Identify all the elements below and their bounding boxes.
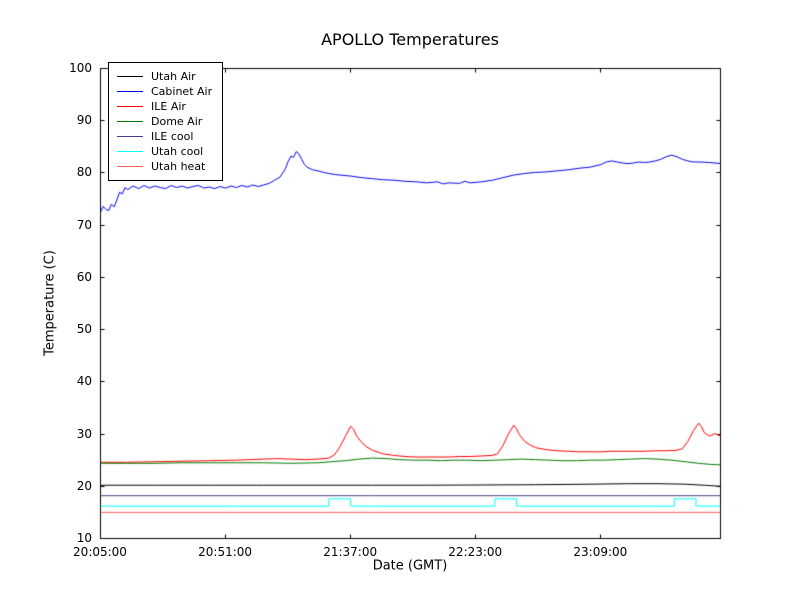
legend-item: Cabinet Air bbox=[117, 84, 212, 99]
legend: Utah Air Cabinet Air ILE Air Dome Air ILE co… bbox=[108, 62, 224, 181]
legend-item: Dome Air bbox=[117, 114, 212, 129]
legend-item: ILE Air bbox=[117, 99, 212, 114]
legend-label: Dome Air bbox=[151, 115, 203, 128]
y-tick-label: 100 bbox=[69, 61, 92, 75]
x-tick-label: 20:51:00 bbox=[198, 545, 253, 559]
legend-line-swatch bbox=[117, 91, 143, 92]
legend-line-swatch bbox=[117, 76, 143, 77]
legend-item: Utah heat bbox=[117, 159, 212, 174]
legend-label: Utah cool bbox=[151, 145, 204, 158]
y-axis-label: Temperature (C) bbox=[42, 250, 58, 356]
legend-item: Utah cool bbox=[117, 144, 212, 159]
y-tick-label: 20 bbox=[76, 478, 92, 493]
chart-title: APOLLO Temperatures bbox=[321, 30, 499, 49]
y-tick-label: 10 bbox=[76, 531, 92, 545]
legend-line-swatch bbox=[117, 166, 143, 167]
y-tick-label: 40 bbox=[76, 374, 92, 389]
y-tick-label: 30 bbox=[76, 426, 92, 441]
legend-line-swatch bbox=[117, 121, 143, 122]
legend-label: Cabinet Air bbox=[151, 85, 213, 98]
y-tick-label: 90 bbox=[76, 113, 92, 128]
legend-line-swatch bbox=[117, 106, 143, 107]
y-tick-label: 70 bbox=[76, 217, 92, 232]
legend-line-swatch bbox=[117, 151, 143, 152]
x-tick-label: 23:09:00 bbox=[573, 545, 628, 559]
y-tick-label: 60 bbox=[76, 269, 92, 284]
legend-label: ILE Air bbox=[151, 100, 186, 113]
y-tick-label: 50 bbox=[76, 322, 92, 337]
legend-label: Utah heat bbox=[151, 160, 206, 173]
legend-label: ILE cool bbox=[151, 130, 194, 143]
y-tick-label: 80 bbox=[76, 165, 92, 180]
x-tick-label: 20:05:00 bbox=[73, 545, 127, 559]
legend-label: Utah Air bbox=[151, 70, 196, 83]
x-tick-label: 21:37:00 bbox=[323, 545, 378, 559]
x-axis-label: Date (GMT) bbox=[372, 558, 448, 574]
legend-item: ILE cool bbox=[117, 129, 212, 144]
legend-item: Utah Air bbox=[117, 69, 212, 84]
legend-line-swatch bbox=[117, 136, 143, 137]
x-tick-label: 22:23:00 bbox=[448, 545, 503, 559]
